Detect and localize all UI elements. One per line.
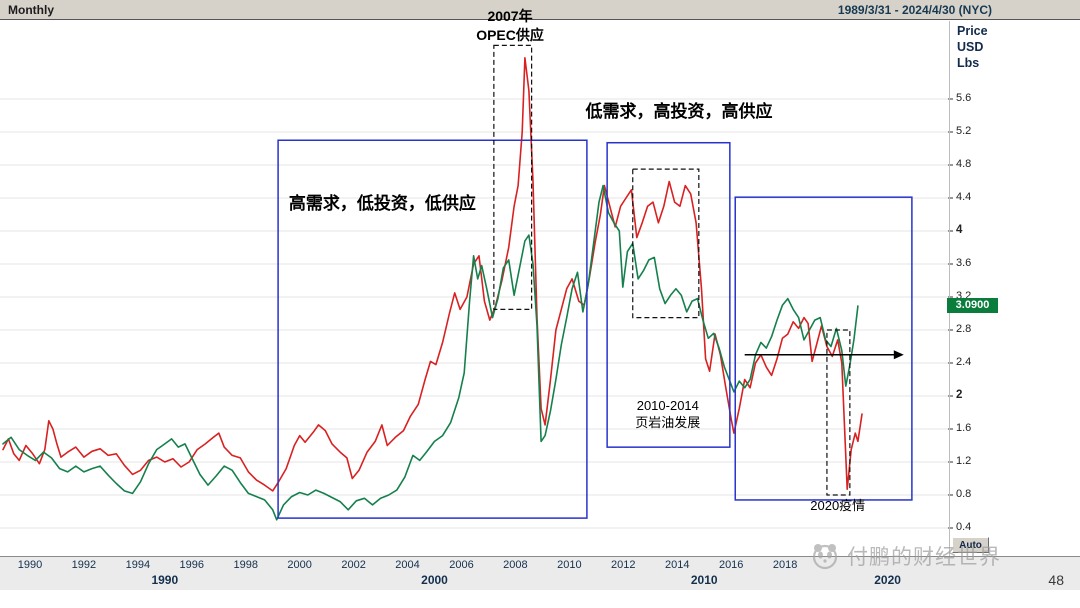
y-tick-label: 3.6 xyxy=(956,257,972,269)
annotation-line: 页岩油发展 xyxy=(635,414,701,430)
y-axis-title-line: USD xyxy=(957,40,984,54)
y-tick-label: 1.6 xyxy=(956,422,972,434)
annotation-high-demand: 高需求，低投资，低供应 xyxy=(289,193,476,215)
annotation-low-demand: 低需求，高投资，高供应 xyxy=(586,101,773,123)
annotation-opec-2007: 2007年 OPEC供应 xyxy=(476,7,544,43)
y-tick-label: 0.4 xyxy=(956,521,972,533)
auto-button[interactable]: Auto xyxy=(952,537,989,553)
x-year-label: 2000 xyxy=(287,559,312,571)
x-year-label: 2018 xyxy=(772,559,798,571)
panda-logo-icon xyxy=(812,544,838,570)
annotation-line: 2007年 xyxy=(487,8,533,25)
x-year-label: 1996 xyxy=(179,559,205,571)
x-decade-label: 2020 xyxy=(874,573,901,587)
x-axis-strip xyxy=(0,556,1080,590)
x-year-label: 2002 xyxy=(341,559,366,571)
y-axis-title: Price USD Lbs xyxy=(957,23,988,71)
x-decade-label: 2010 xyxy=(690,573,718,587)
x-year-label: 2016 xyxy=(718,559,744,571)
trend-arrow-head xyxy=(893,350,904,360)
y-axis-title-line: Lbs xyxy=(957,56,980,70)
dashed-box-2020-covid xyxy=(826,329,851,496)
annotation-line: 2020疫情 xyxy=(810,498,866,514)
x-year-label: 2008 xyxy=(503,559,528,571)
top-bar: Monthly 1989/3/31 - 2024/4/30 (NYC) xyxy=(0,0,1080,20)
x-year-label: 1992 xyxy=(71,559,97,571)
annotation-line: 2010-2014 xyxy=(636,397,699,413)
x-decade-label: 1990 xyxy=(151,573,179,587)
x-year-label: 2014 xyxy=(665,559,690,571)
blue-box-2016-2022 xyxy=(734,196,913,501)
watermark: 付鹏的财经世界 xyxy=(810,541,1001,571)
y-tick-label: 2.4 xyxy=(956,356,972,368)
x-year-label: 2004 xyxy=(395,559,420,571)
x-year-label: 1994 xyxy=(125,559,151,571)
x-decade-label: 2000 xyxy=(421,573,448,587)
date-range-label: 1989/3/31 - 2024/4/30 (NYC) xyxy=(837,2,992,17)
y-axis-title-line: Price xyxy=(957,24,988,38)
dashed-box-shale xyxy=(632,168,700,319)
annotation-covid-2020: 2020疫情 xyxy=(810,498,865,515)
green-price-line xyxy=(2,184,859,521)
annotation-line: 高需求，低投资，低供应 xyxy=(288,194,476,214)
y-tick-label: 5.6 xyxy=(956,92,972,104)
x-year-label: 1990 xyxy=(17,559,43,571)
last-price-badge: 3.0900 xyxy=(947,298,998,314)
annotation-line: 低需求，高投资，高供应 xyxy=(585,102,773,122)
y-tick-label: 4 xyxy=(956,224,963,236)
y-tick-label: 1.2 xyxy=(956,455,972,467)
y-tick-label: 5.2 xyxy=(956,125,972,137)
dashed-box-2007-opec xyxy=(493,44,533,310)
y-tick-label: 4.4 xyxy=(956,191,972,203)
y-tick-label: 4.8 xyxy=(956,158,972,170)
y-tick-label: 2 xyxy=(956,389,963,401)
x-year-label: 2012 xyxy=(611,559,636,571)
page-number: 48 xyxy=(1048,572,1064,588)
annotation-shale-2010-2014: 2010-2014 页岩油发展 xyxy=(635,398,700,432)
x-year-label: 1998 xyxy=(233,559,258,571)
y-tick-label: 0.8 xyxy=(956,488,972,500)
x-year-label: 2006 xyxy=(449,559,474,571)
timeframe-label: Monthly xyxy=(8,2,54,17)
watermark-text: 付鹏的财经世界 xyxy=(847,546,1001,569)
y-tick-label: 2.8 xyxy=(956,323,972,335)
annotation-line: OPEC供应 xyxy=(476,26,544,43)
x-year-label: 2010 xyxy=(557,559,582,571)
